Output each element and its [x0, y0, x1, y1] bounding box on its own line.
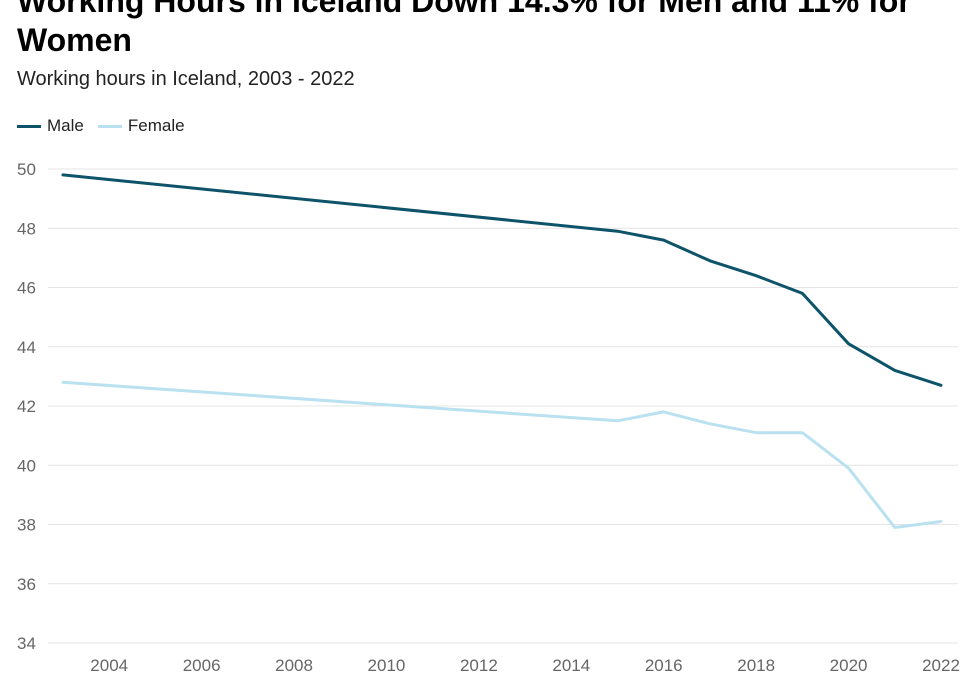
legend-swatch-female — [97, 124, 122, 128]
y-tick-label-34: 34 — [17, 634, 36, 653]
legend-label-male: Male — [47, 116, 84, 135]
x-axis-ticks: 2004 2006 2008 2010 2012 2014 2016 2018 2020 2022 — [90, 656, 960, 675]
y-tick-label-46: 46 — [17, 279, 36, 298]
legend: Male Female — [17, 116, 199, 136]
y-tick-label-44: 44 — [17, 338, 36, 357]
x-tick-label-2008: 2008 — [275, 656, 313, 675]
y-tick-label-48: 48 — [17, 219, 36, 238]
legend-item-male: Male — [17, 116, 84, 136]
y-tick-label-36: 36 — [17, 575, 36, 594]
x-tick-label-2018: 2018 — [737, 656, 775, 675]
x-tick-label-2010: 2010 — [368, 656, 406, 675]
legend-item-female: Female — [97, 116, 185, 136]
series-line-female — [61, 380, 943, 529]
x-tick-label-2014: 2014 — [552, 656, 590, 675]
legend-swatch-male — [17, 124, 41, 128]
x-tick-label-2012: 2012 — [460, 656, 498, 675]
y-axis-ticks: 34 36 38 40 42 44 46 48 50 — [17, 160, 36, 653]
y-tick-label-42: 42 — [17, 397, 36, 416]
chart-title: Working Hours in Iceland Down 14.3% for … — [17, 0, 911, 58]
x-tick-label-2006: 2006 — [183, 656, 221, 675]
y-tick-label-50: 50 — [17, 160, 36, 179]
x-tick-label-2016: 2016 — [645, 656, 683, 675]
chart-subtitle: Working hours in Iceland, 2003 - 2022 — [17, 68, 355, 90]
y-tick-label-38: 38 — [17, 516, 36, 535]
legend-label-female: Female — [127, 116, 185, 135]
series-lines — [61, 173, 943, 529]
series-line-male — [61, 173, 943, 387]
gridlines — [48, 168, 958, 644]
x-tick-label-2004: 2004 — [90, 656, 128, 675]
x-tick-label-2020: 2020 — [830, 656, 868, 675]
x-tick-label-2022: 2022 — [922, 656, 960, 675]
y-tick-label-40: 40 — [17, 456, 36, 475]
